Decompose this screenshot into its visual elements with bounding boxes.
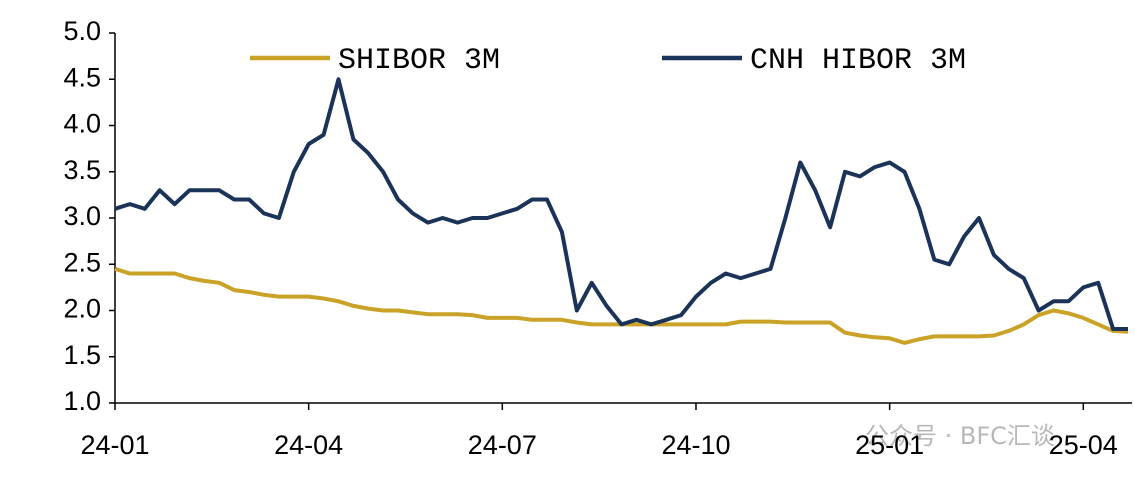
y-tick-label: 3.0 — [63, 201, 101, 231]
y-tick-label: 2.5 — [63, 247, 101, 277]
y-tick-label: 5.0 — [63, 16, 101, 46]
y-tick-label: 1.5 — [63, 340, 101, 370]
x-tick-label: 24-10 — [661, 430, 730, 460]
y-tick-label: 3.5 — [63, 155, 101, 185]
x-tick-label: 24-01 — [80, 430, 149, 460]
legend-label: CNH HIBOR 3M — [750, 44, 966, 78]
x-tick-label: 24-04 — [274, 430, 343, 460]
y-tick-label: 4.0 — [63, 109, 101, 139]
watermark: 公众号 · BFC汇谈 — [865, 422, 1055, 450]
x-tick-label: 25-04 — [1049, 430, 1118, 460]
y-tick-label: 2.0 — [63, 294, 101, 324]
series-line — [114, 77, 1128, 331]
x-tick-label: 25-01 — [855, 430, 924, 460]
y-tick-label: 1.0 — [63, 386, 101, 416]
x-tick-label: 24-07 — [468, 430, 537, 460]
series-line — [114, 266, 1129, 345]
y-tick-label: 4.5 — [63, 62, 101, 92]
legend-label: SHIBOR 3M — [338, 44, 500, 78]
